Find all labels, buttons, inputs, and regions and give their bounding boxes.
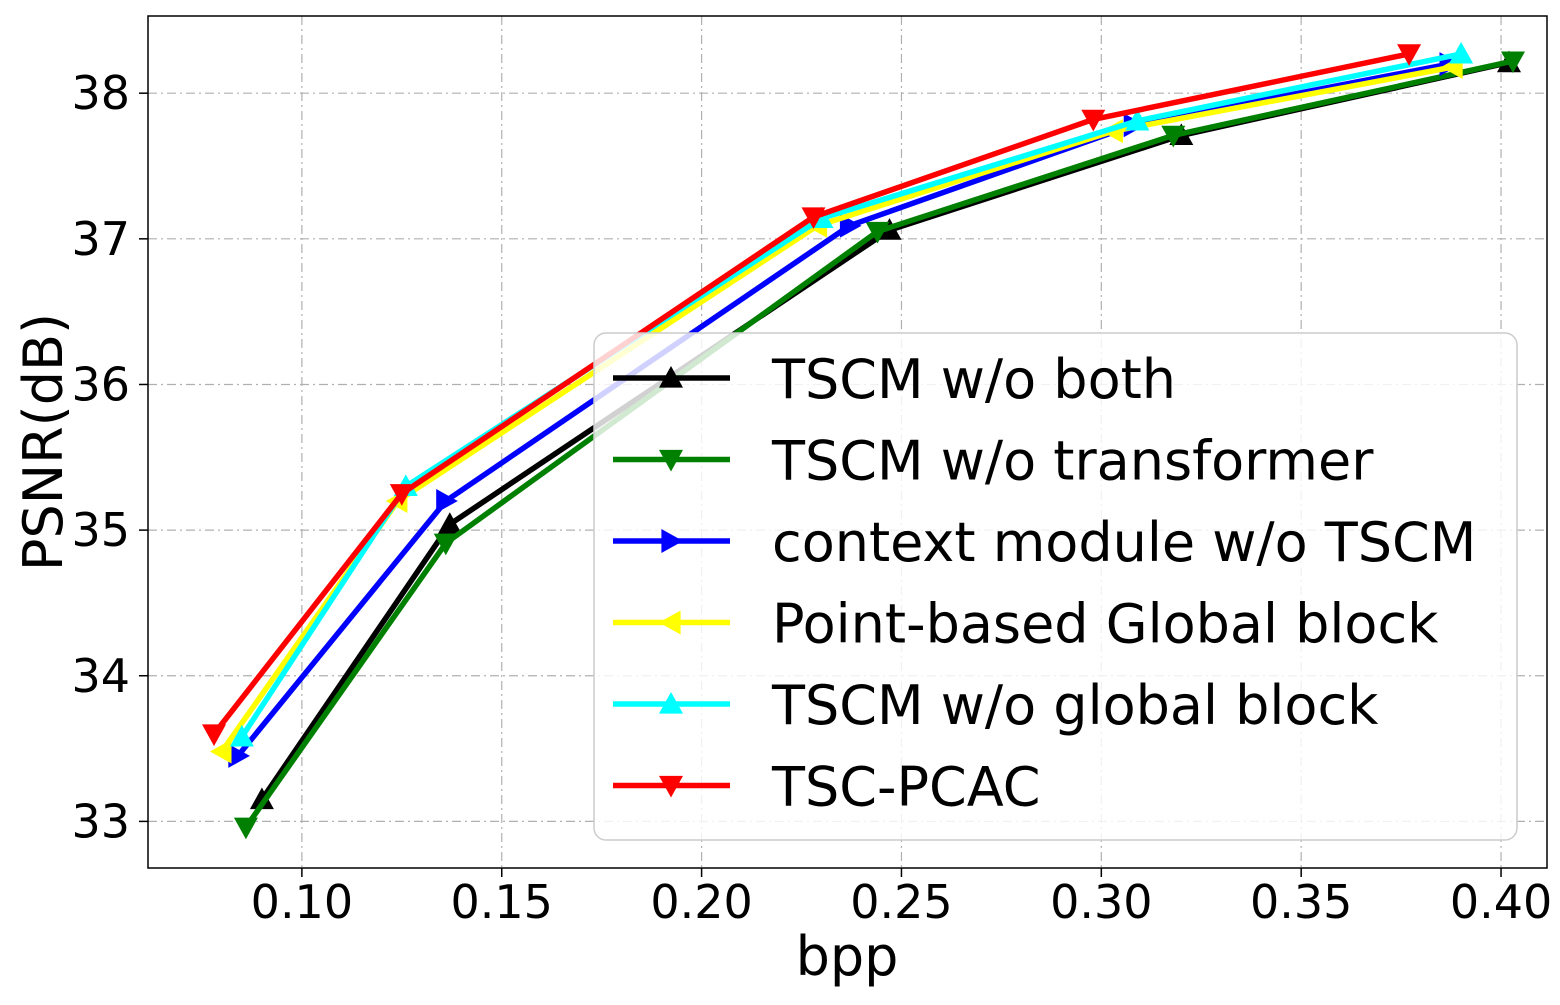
legend-label: TSCM w/o transformer [771,430,1374,493]
plot-frame [147,15,1548,869]
x-tick-label: 0.40 [1450,875,1552,929]
legend-label: TSCM w/o global block [771,674,1379,737]
x-tick-label: 0.15 [451,875,553,929]
x-tick-label: 0.10 [251,875,353,929]
legend-label: TSC-PCAC [771,756,1040,819]
legend-entry: TSCM w/o both [613,348,1176,411]
legend-marker [659,692,683,714]
x-tick-label: 0.30 [1050,875,1152,929]
legend-label: Point-based Global block [772,593,1439,656]
legend-box [593,332,1518,841]
series-layer [202,41,1525,840]
data-point-marker [202,724,226,746]
data-point-marker [436,489,458,513]
legend-entry: TSC-PCAC [613,756,1040,819]
y-tick-label: 33 [71,794,130,848]
data-point-marker [433,533,458,556]
legend-marker [659,366,683,388]
data-point-marker [1125,108,1150,131]
data-point-marker [389,484,414,506]
legend-label: TSCM w/o both [771,348,1176,411]
data-point-marker [209,739,232,764]
y-tick-label: 34 [71,649,130,703]
y-tick-label: 38 [71,66,130,120]
legend-marker [659,610,681,635]
data-point-marker [437,512,462,534]
x-tick-label: 0.20 [650,875,752,929]
legend-entry: TSCM w/o global block [613,674,1379,737]
legend-entry: Point-based Global block [613,593,1439,656]
axes: 0.10 0.15 0.20 0.25 0.30 0.35 0.40 33 34 35 36 37 38 [71,66,1552,929]
data-point-marker [1501,51,1525,74]
y-axis-label: PSNR(dB) [12,313,75,571]
legend-entry: TSCM w/o transformer [613,430,1374,493]
data-point-marker [1161,125,1186,148]
series-4 [229,41,1474,747]
legend-label: context module w/o TSCM [772,511,1476,574]
data-point-marker [1081,109,1106,132]
legend-entry: context module w/o TSCM [613,511,1476,574]
data-point-marker [229,724,254,747]
y-tick-label: 37 [71,212,130,266]
series-5 [202,44,1422,746]
legend-marker [659,449,683,472]
data-point-marker [1397,44,1422,66]
legend-marker [661,529,683,553]
x-tick-label: 0.25 [850,875,952,929]
data-point-marker [865,221,890,244]
legend: TSCM w/o both TSCM w/o transformer context… [593,332,1518,841]
x-tick-label: 0.35 [1250,875,1352,929]
series-1 [233,51,1525,840]
legend-marker [659,775,683,798]
data-point-marker [249,787,274,810]
x-axis-label: bpp [796,925,899,988]
data-point-marker [839,213,862,238]
data-point-marker [1449,41,1474,64]
data-point-marker [233,817,258,840]
y-tick-label: 35 [71,503,130,557]
data-point-marker [228,743,250,768]
y-tick-label: 36 [71,357,130,411]
data-point-marker [801,207,826,229]
